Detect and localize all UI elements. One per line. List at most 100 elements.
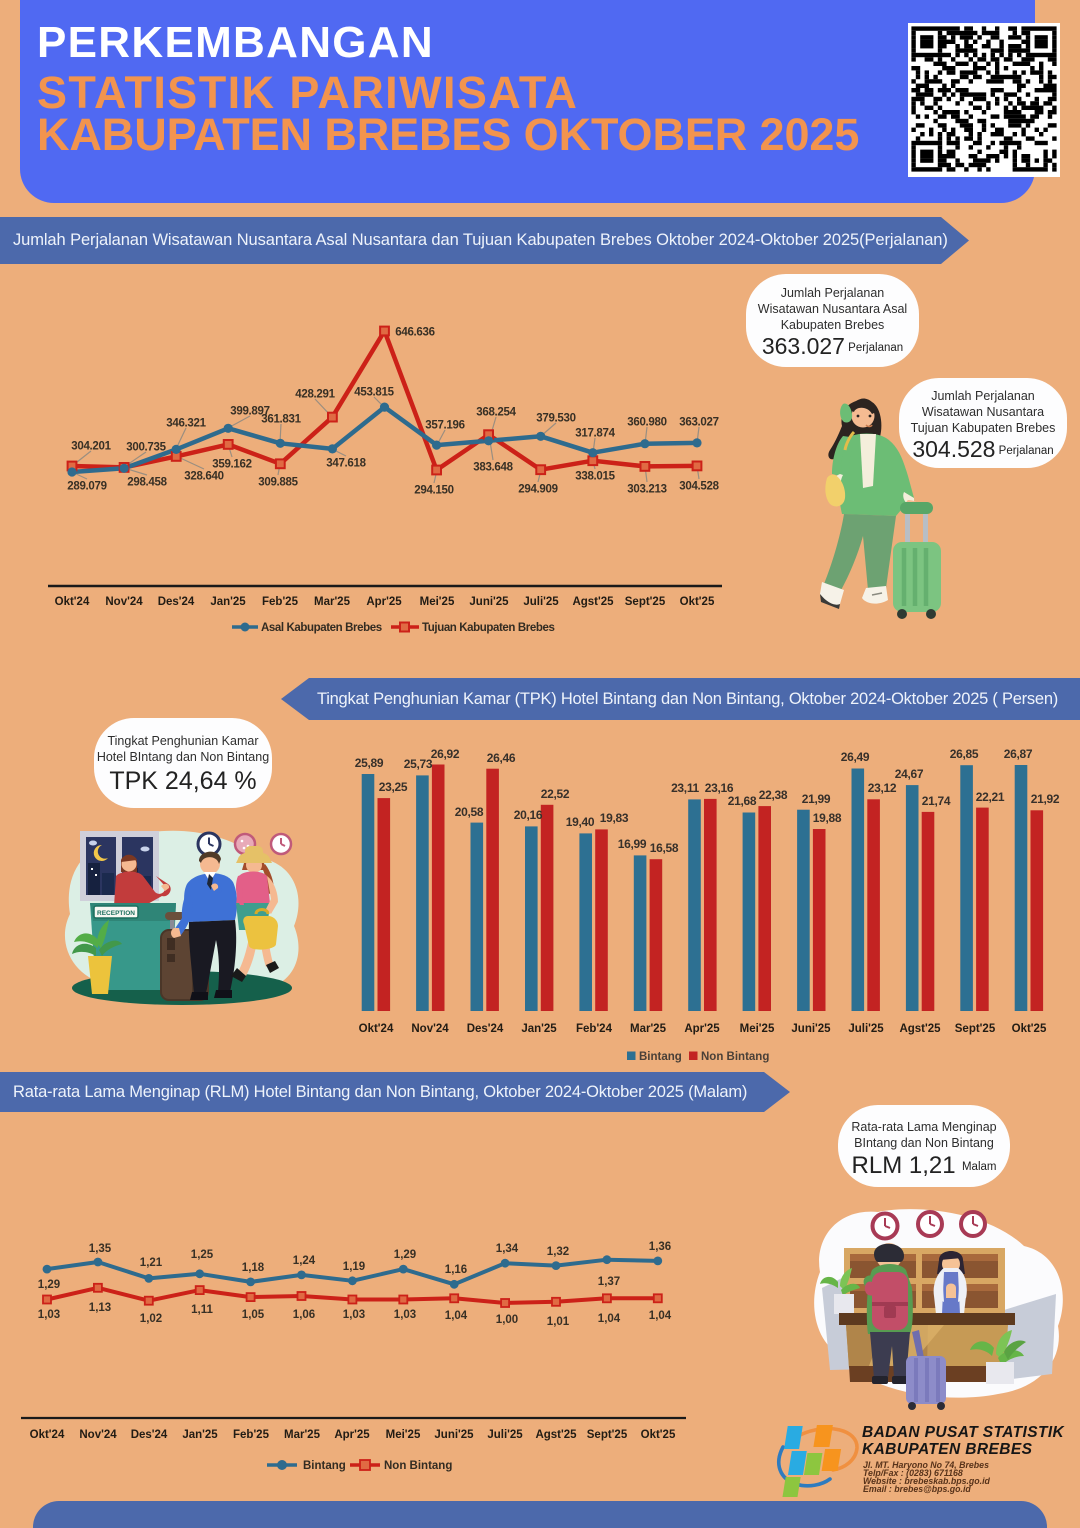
svg-text:Mei'25: Mei'25 xyxy=(420,596,455,608)
svg-text:360.980: 360.980 xyxy=(627,417,666,429)
svg-text:22,38: 22,38 xyxy=(759,788,788,802)
svg-text:16,99: 16,99 xyxy=(618,837,647,851)
svg-text:Agst'25: Agst'25 xyxy=(572,596,614,608)
svg-text:1,35: 1,35 xyxy=(89,1243,112,1255)
svg-text:26,85: 26,85 xyxy=(950,747,979,761)
svg-text:Nov'24: Nov'24 xyxy=(411,1023,449,1035)
svg-text:347.618: 347.618 xyxy=(326,458,366,470)
svg-text:Feb'25: Feb'25 xyxy=(262,596,299,608)
svg-text:368.254: 368.254 xyxy=(476,407,516,419)
svg-text:Okt'24: Okt'24 xyxy=(55,596,90,608)
svg-text:646.636: 646.636 xyxy=(395,327,434,339)
svg-text:1,02: 1,02 xyxy=(140,1313,162,1325)
svg-text:1,36: 1,36 xyxy=(649,1241,671,1253)
svg-text:Juni'25: Juni'25 xyxy=(469,596,509,608)
svg-text:294.909: 294.909 xyxy=(518,484,557,496)
svg-text:26,92: 26,92 xyxy=(431,747,460,761)
svg-text:22,52: 22,52 xyxy=(541,787,570,801)
svg-text:26,87: 26,87 xyxy=(1004,747,1033,761)
svg-text:Non Bintang: Non Bintang xyxy=(701,1051,769,1063)
svg-text:428.291: 428.291 xyxy=(295,389,335,401)
svg-text:Okt'24: Okt'24 xyxy=(359,1023,394,1035)
svg-text:1,18: 1,18 xyxy=(242,1262,265,1274)
svg-text:304.201: 304.201 xyxy=(71,441,111,453)
svg-text:Sept'25: Sept'25 xyxy=(587,1429,628,1441)
svg-text:24,67: 24,67 xyxy=(895,767,924,781)
svg-text:Sept'25: Sept'25 xyxy=(955,1023,996,1035)
svg-text:21,68: 21,68 xyxy=(728,794,757,808)
svg-text:Apr'25: Apr'25 xyxy=(366,596,402,608)
svg-text:1,04: 1,04 xyxy=(649,1310,672,1322)
svg-text:19,88: 19,88 xyxy=(813,811,842,825)
svg-text:1,37: 1,37 xyxy=(598,1276,620,1288)
svg-text:1,16: 1,16 xyxy=(445,1264,467,1276)
svg-text:1,04: 1,04 xyxy=(598,1313,621,1325)
svg-text:Tujuan Kabupaten Brebes: Tujuan Kabupaten Brebes xyxy=(422,622,554,634)
svg-text:399.897: 399.897 xyxy=(230,406,269,418)
svg-text:23,12: 23,12 xyxy=(868,781,897,795)
svg-text:23,16: 23,16 xyxy=(705,781,734,795)
svg-text:20,58: 20,58 xyxy=(455,805,484,819)
svg-text:298.458: 298.458 xyxy=(127,477,167,489)
svg-text:Nov'24: Nov'24 xyxy=(79,1429,117,1441)
svg-text:300.735: 300.735 xyxy=(126,442,166,454)
svg-text:25,89: 25,89 xyxy=(355,756,384,770)
svg-text:Okt'24: Okt'24 xyxy=(30,1429,65,1441)
svg-text:Agst'25: Agst'25 xyxy=(535,1429,577,1441)
svg-text:26,46: 26,46 xyxy=(487,751,516,765)
svg-text:303.213: 303.213 xyxy=(627,484,666,496)
svg-text:Okt'25: Okt'25 xyxy=(680,596,715,608)
svg-text:21,74: 21,74 xyxy=(922,794,951,808)
svg-text:1,13: 1,13 xyxy=(89,1302,111,1314)
svg-text:309.885: 309.885 xyxy=(258,477,298,489)
svg-text:1,11: 1,11 xyxy=(191,1304,213,1316)
svg-text:Jan'25: Jan'25 xyxy=(521,1023,557,1035)
svg-text:1,03: 1,03 xyxy=(394,1309,416,1321)
svg-text:26,49: 26,49 xyxy=(841,750,870,764)
svg-text:1,29: 1,29 xyxy=(394,1249,416,1261)
svg-text:1,04: 1,04 xyxy=(445,1310,468,1322)
svg-text:Des'24: Des'24 xyxy=(158,596,195,608)
svg-text:Feb'24: Feb'24 xyxy=(576,1023,613,1035)
svg-text:RECEPTION: RECEPTION xyxy=(97,910,135,917)
svg-text:338.015: 338.015 xyxy=(575,471,615,483)
svg-text:21,92: 21,92 xyxy=(1031,792,1060,806)
svg-text:453.815: 453.815 xyxy=(354,387,394,399)
svg-text:328.640: 328.640 xyxy=(184,471,223,483)
svg-text:Non Bintang: Non Bintang xyxy=(384,1460,452,1472)
svg-text:346.321: 346.321 xyxy=(166,418,206,430)
svg-text:Des'24: Des'24 xyxy=(131,1429,168,1441)
svg-text:Asal Kabupaten Brebes: Asal Kabupaten Brebes xyxy=(261,622,382,634)
svg-text:1,34: 1,34 xyxy=(496,1243,519,1255)
svg-text:Okt'25: Okt'25 xyxy=(641,1429,676,1441)
svg-text:16,58: 16,58 xyxy=(650,841,679,855)
svg-text:1,00: 1,00 xyxy=(496,1314,518,1326)
svg-text:Nov'24: Nov'24 xyxy=(105,596,143,608)
svg-text:1,03: 1,03 xyxy=(38,1309,60,1321)
svg-text:1,24: 1,24 xyxy=(293,1255,316,1267)
svg-text:Des'24: Des'24 xyxy=(467,1023,504,1035)
svg-text:Mar'25: Mar'25 xyxy=(630,1023,667,1035)
svg-text:Bintang: Bintang xyxy=(303,1460,346,1472)
svg-text:Juni'25: Juni'25 xyxy=(791,1023,831,1035)
svg-text:383.648: 383.648 xyxy=(473,462,513,474)
svg-text:19,83: 19,83 xyxy=(600,811,629,825)
svg-text:357.196: 357.196 xyxy=(425,420,464,432)
svg-text:Mar'25: Mar'25 xyxy=(314,596,351,608)
svg-text:Mei'25: Mei'25 xyxy=(386,1429,421,1441)
svg-text:1,03: 1,03 xyxy=(343,1309,365,1321)
svg-text:Mei'25: Mei'25 xyxy=(740,1023,775,1035)
svg-text:Bintang: Bintang xyxy=(639,1051,682,1063)
svg-text:Agst'25: Agst'25 xyxy=(899,1023,941,1035)
svg-text:20,16: 20,16 xyxy=(514,808,543,822)
svg-text:Juli'25: Juli'25 xyxy=(523,596,559,608)
svg-text:1,29: 1,29 xyxy=(38,1279,60,1291)
svg-text:Mar'25: Mar'25 xyxy=(284,1429,321,1441)
svg-text:1,19: 1,19 xyxy=(343,1261,365,1273)
svg-text:Apr'25: Apr'25 xyxy=(684,1023,720,1035)
svg-text:289.079: 289.079 xyxy=(67,481,106,493)
svg-text:21,99: 21,99 xyxy=(802,792,831,806)
svg-text:361.831: 361.831 xyxy=(261,414,301,426)
svg-text:Sept'25: Sept'25 xyxy=(625,596,666,608)
svg-text:1,05: 1,05 xyxy=(242,1309,265,1321)
